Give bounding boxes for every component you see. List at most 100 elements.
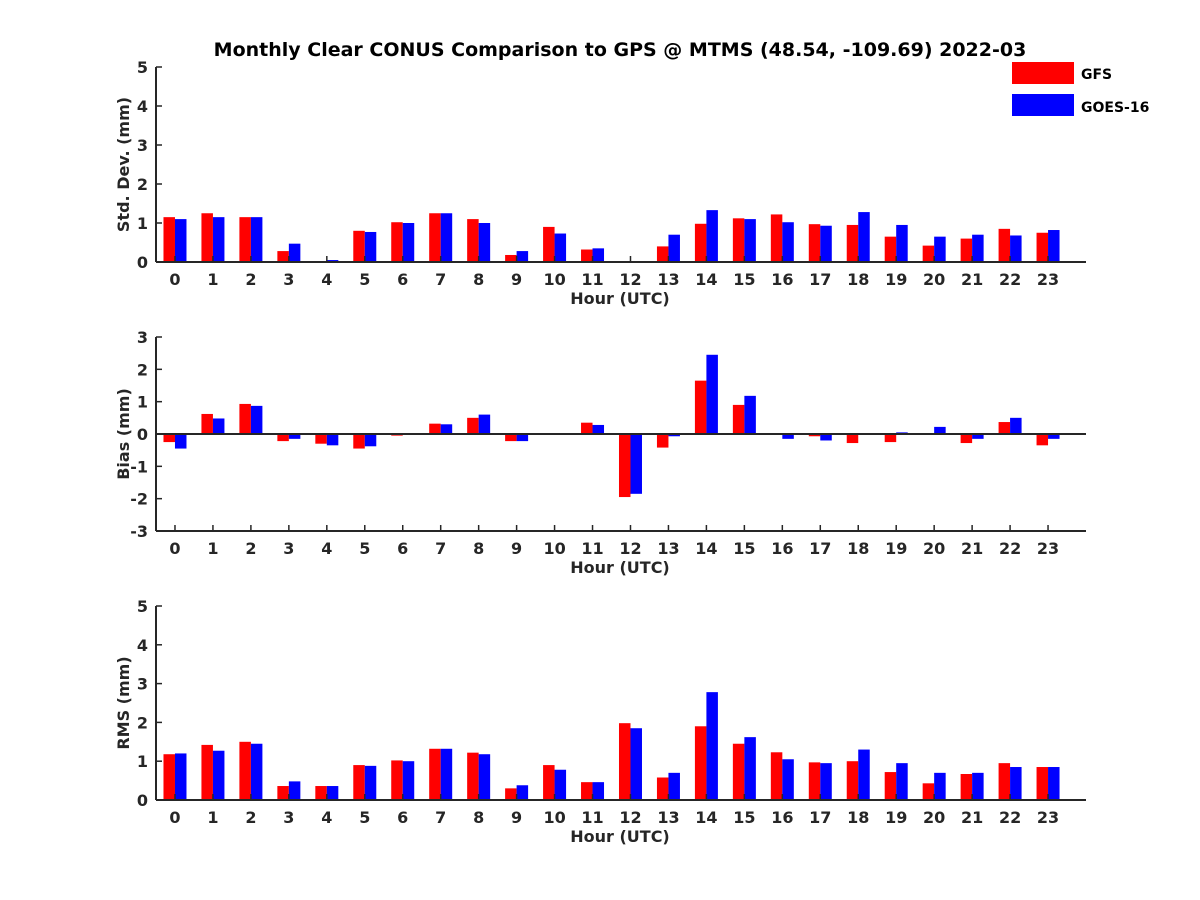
bar-gfs-hour-19 [884,772,897,800]
bar-goes-16-hour-5 [364,765,377,800]
bar-gfs-hour-17 [808,762,821,800]
bar-gfs-hour-5 [353,434,365,449]
bar-goes-16-hour-13 [668,434,680,437]
bar-goes-16-hour-21 [972,434,984,439]
bar-goes-16-hour-2 [250,743,263,800]
bar-gfs-hour-0 [163,754,175,800]
y-tick-label: -2 [130,490,148,509]
x-tick-label: 11 [581,539,603,558]
legend-label-gfs: GFS [1081,67,1112,83]
x-tick-label: 0 [169,539,180,558]
x-tick-label: 21 [961,808,983,827]
bar-gfs-hour-9 [505,434,517,442]
y-tick-label: 0 [137,791,148,810]
x-tick-label: 7 [435,808,446,827]
x-tick-label: 21 [961,270,983,289]
bar-gfs-hour-18 [846,761,859,800]
x-tick-label: 0 [169,270,180,289]
bar-gfs-hour-19 [884,236,897,262]
x-tick-label: 8 [473,539,484,558]
bar-goes-16-hour-0 [174,434,187,449]
y-tick-label: 1 [137,214,148,233]
bar-goes-16-hour-10 [554,769,567,800]
bar-goes-16-hour-18 [858,212,870,262]
x-tick-label: 6 [397,808,408,827]
x-tick-label: 2 [245,808,256,827]
x-tick-label: 11 [581,808,603,827]
x-axis-label: Hour (UTC) [570,827,670,846]
y-tick-label: 1 [137,752,148,771]
x-tick-label: 17 [809,808,831,827]
x-tick-label: 17 [809,539,831,558]
legend-swatch-gfs [1012,62,1074,84]
bar-goes-16-hour-16 [782,434,794,439]
x-tick-label: 15 [733,270,755,289]
bar-gfs-hour-22 [998,422,1011,434]
x-tick-label: 1 [207,270,218,289]
bar-gfs-hour-8 [467,752,479,800]
x-tick-label: 12 [619,808,641,827]
x-tick-label: 15 [733,808,755,827]
x-tick-label: 9 [511,270,522,289]
x-tick-label: 7 [435,270,446,289]
bar-goes-16-hour-9 [516,434,529,442]
bar-goes-16-hour-3 [288,781,301,800]
x-tick-label: 14 [695,808,717,827]
bar-goes-16-hour-6 [402,761,415,800]
x-tick-label: 3 [283,539,294,558]
y-tick-label: 0 [137,253,148,272]
x-tick-label: 1 [207,808,218,827]
bar-gfs-hour-15 [732,218,745,262]
bar-gfs-hour-8 [467,417,479,434]
y-tick-label: 5 [137,58,148,77]
bar-goes-16-hour-1 [212,217,225,262]
x-tick-label: 8 [473,270,484,289]
bar-goes-16-hour-15 [744,395,756,434]
bar-goes-16-hour-22 [1010,417,1022,434]
x-tick-label: 8 [473,808,484,827]
bar-gfs-hour-11 [581,782,593,800]
bar-gfs-hour-2 [239,217,251,262]
x-tick-label: 20 [923,539,945,558]
bar-goes-16-hour-9 [516,785,529,800]
bar-goes-16-hour-14 [706,354,718,434]
bar-gfs-hour-15 [732,743,745,800]
bar-gfs-hour-22 [998,228,1011,262]
bar-gfs-hour-14 [694,223,707,262]
bar-gfs-hour-13 [656,777,669,800]
bar-gfs-hour-6 [391,760,403,800]
x-tick-label: 18 [847,270,869,289]
x-tick-label: 15 [733,539,755,558]
x-tick-label: 10 [543,539,565,558]
bar-gfs-hour-10 [543,226,555,262]
x-tick-label: 20 [923,270,945,289]
bar-goes-16-hour-8 [478,223,491,262]
x-tick-label: 5 [359,539,370,558]
bar-goes-16-hour-1 [212,750,225,800]
bar-goes-16-hour-19 [896,224,908,262]
bar-goes-16-hour-16 [782,222,794,262]
bar-gfs-hour-9 [505,788,517,800]
bar-goes-16-hour-2 [250,405,263,434]
y-tick-label: 2 [137,175,148,194]
x-tick-label: 10 [543,270,565,289]
bar-gfs-hour-10 [543,765,555,800]
x-tick-label: 19 [885,539,907,558]
legend-swatch-goes16 [1012,94,1074,116]
bar-goes-16-hour-11 [592,248,605,262]
y-tick-label: 4 [137,97,148,116]
legend: GFS GOES-16 [1012,62,1149,116]
x-tick-label: 4 [321,808,332,827]
bar-gfs-hour-8 [467,219,479,262]
bar-goes-16-hour-3 [288,243,301,262]
bar-gfs-hour-12 [618,434,631,498]
bar-goes-16-hour-15 [744,737,756,800]
bar-goes-16-hour-9 [516,251,529,262]
bar-goes-16-hour-7 [440,748,453,800]
x-tick-label: 23 [1037,270,1059,289]
x-tick-label: 16 [771,270,793,289]
bar-gfs-hour-3 [277,251,289,262]
bar-goes-16-hour-13 [668,772,680,800]
